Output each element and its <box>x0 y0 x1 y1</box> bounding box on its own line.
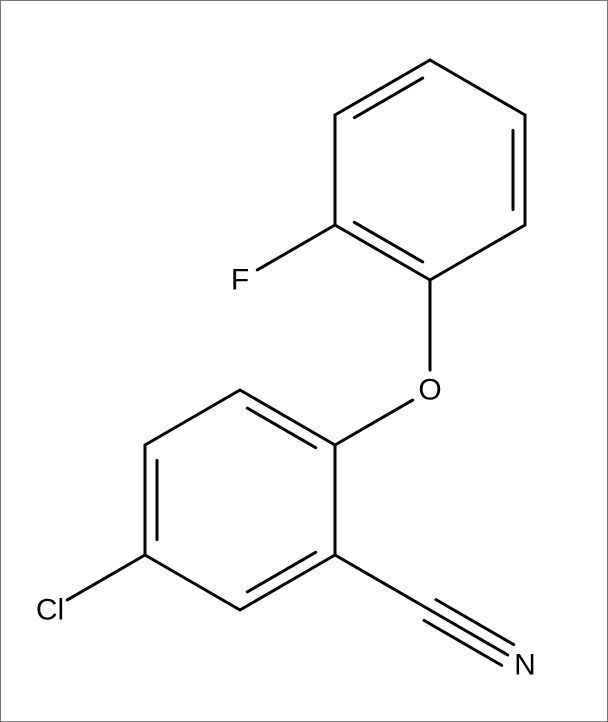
atom-label-cl: Cl <box>36 594 64 627</box>
atom-label-f: F <box>231 264 249 297</box>
label-layer: O F Cl N <box>36 264 536 682</box>
bond-layer <box>67 60 525 665</box>
atom-label-n: N <box>514 649 536 682</box>
atom-label-o: O <box>418 374 441 407</box>
chemical-structure-diagram: O F Cl N <box>0 0 608 722</box>
